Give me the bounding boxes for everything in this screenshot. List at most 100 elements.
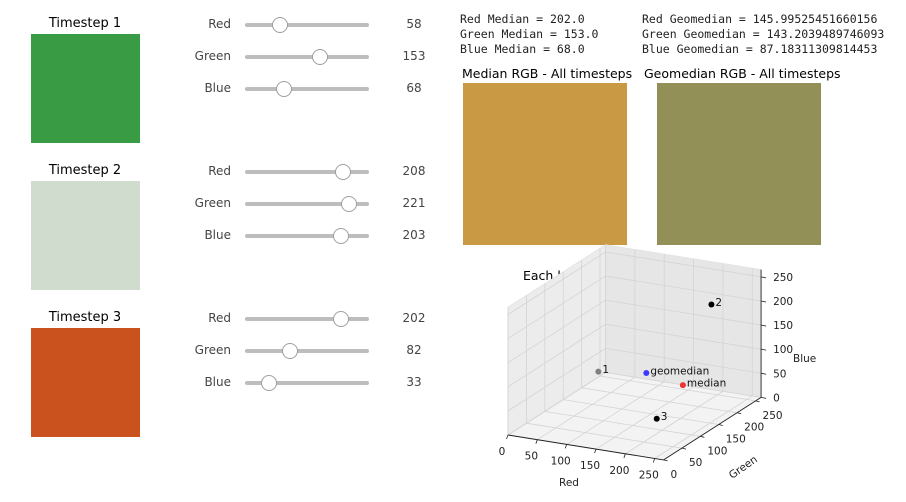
red-tick-label: 50 [525, 451, 538, 463]
timestep-3-swatch [31, 328, 140, 437]
green-tick-label: 200 [744, 422, 764, 434]
red-tick-mark [506, 434, 509, 440]
green-tick-label: 100 [707, 445, 727, 457]
point-label-2: 2 [715, 297, 722, 309]
point-label-1: 1 [602, 364, 609, 376]
timestep-1-blue-slider-thumb[interactable] [275, 81, 292, 97]
timestep-1-blue-value: 68 [406, 81, 422, 95]
timestep-2-title: Timestep 2 [48, 163, 122, 178]
timestep-2-blue-value: 203 [402, 228, 426, 242]
timestep-1-red-value: 58 [406, 17, 422, 31]
grid-line [605, 323, 762, 350]
red-tick-mark [623, 453, 626, 458]
timestep-1-green-value: 153 [402, 49, 426, 63]
timestep-3-green-slider[interactable] [245, 349, 369, 353]
timestep-1-red-label: Red [208, 17, 231, 31]
timestep-3-red-value: 202 [402, 311, 426, 325]
green-tick-mark [737, 412, 742, 415]
green-tick-label: 50 [689, 457, 702, 469]
green-tick-mark [700, 435, 705, 438]
floor-pane [506, 372, 763, 461]
grid-line [595, 386, 694, 450]
timestep-3-blue-label: Blue [204, 375, 231, 389]
blue-geomedian-text: Blue Geomedian = 87.18311309814453 [642, 42, 878, 56]
timestep-1-title: Timestep 1 [48, 16, 122, 31]
timestep-1-green-label: Green [194, 49, 231, 63]
timestep-1-green-slider[interactable] [245, 55, 369, 59]
grid-line [507, 372, 606, 436]
point-label-median: median [687, 378, 726, 390]
timestep-3-blue-slider[interactable] [245, 381, 369, 385]
blue-tick-label: 50 [773, 368, 786, 380]
timestep-1-swatch [31, 34, 140, 143]
green-median-text: Green Median = 153.0 [460, 27, 599, 41]
timestep-2-blue-slider[interactable] [245, 234, 369, 238]
timestep-3-title: Timestep 3 [48, 310, 122, 325]
green-axis-line [663, 396, 762, 461]
grid-line [654, 395, 753, 459]
grid-line [599, 375, 756, 402]
red-tick-label: 250 [639, 470, 659, 482]
timestep-3-red-slider[interactable] [245, 317, 369, 321]
timestep-3-green-slider-thumb[interactable] [281, 343, 298, 359]
green-tick-mark [681, 447, 687, 450]
blue-tick-label: 250 [773, 272, 793, 284]
timestep-1-green-slider-thumb[interactable] [311, 49, 328, 65]
point-label-geomedian: geomedian [650, 366, 709, 378]
red-axis-label: Red [559, 477, 579, 489]
geomedian-color-swatch [657, 83, 821, 245]
timestep-1-red-slider[interactable] [245, 23, 369, 27]
timestep-2-red-slider[interactable] [245, 170, 369, 174]
grid-line [566, 381, 665, 445]
timestep-2-swatch [31, 181, 140, 290]
point-geomedian [643, 370, 650, 377]
geomedian-panel-title: Geomedian RGB - All timesteps [644, 66, 841, 81]
timestep-3-red-slider-thumb[interactable] [332, 311, 349, 327]
timestep-2-red-slider-thumb[interactable] [335, 164, 352, 180]
timestep-1-blue-label: Blue [204, 81, 231, 95]
grid-line [605, 299, 762, 326]
grid-line [507, 372, 606, 436]
grid-line [544, 411, 701, 437]
timestep-1-red-slider-thumb[interactable] [271, 17, 288, 33]
blue-tick-mark [760, 324, 767, 327]
timestep-1-blue-slider[interactable] [245, 87, 369, 91]
grid-line [507, 275, 606, 339]
blue-tick-mark [760, 276, 767, 279]
point-1 [595, 368, 602, 375]
timestep-3-green-label: Green [194, 343, 231, 357]
grid-line [625, 390, 724, 455]
blue-median-text: Blue Median = 68.0 [460, 42, 585, 56]
red-tick-label: 100 [551, 455, 571, 467]
green-tick-mark [663, 459, 668, 462]
red-tick-label: 150 [580, 460, 600, 472]
green-geomedian-text: Green Geomedian = 143.2039489746093 [642, 27, 885, 41]
grid-line [507, 434, 664, 461]
blue-tick-mark [760, 300, 767, 303]
timestep-2-green-label: Green [194, 196, 231, 210]
timestep-2-green-slider[interactable] [245, 202, 369, 206]
blue-tick-label: 200 [773, 296, 793, 308]
red-tick-label: 0 [499, 446, 506, 458]
plot-title: Each band represents a dimension. [523, 268, 744, 283]
point-median [679, 382, 686, 389]
point-label-3: 3 [661, 411, 668, 423]
grid-line [507, 323, 606, 388]
green-tick-label: 0 [671, 469, 678, 481]
green-tick-mark [755, 400, 760, 403]
blue-tick-mark [760, 372, 767, 375]
timestep-3-green-value: 82 [406, 343, 422, 357]
timestep-3-red-label: Red [208, 311, 231, 325]
timestep-2-red-label: Red [208, 164, 231, 178]
blue-tick-label: 0 [773, 392, 780, 404]
timestep-3-blue-slider-thumb[interactable] [260, 375, 277, 391]
grid-line [563, 399, 719, 425]
timestep-2-green-slider-thumb[interactable] [340, 196, 357, 212]
timestep-2-blue-slider-thumb[interactable] [332, 228, 349, 244]
green-axis-label: Green [727, 454, 760, 482]
grid-line [507, 299, 606, 364]
red-tick-mark [535, 439, 538, 444]
grid-line [507, 251, 606, 315]
grid-line [605, 347, 762, 374]
timestep-2-red-value: 208 [402, 164, 426, 178]
